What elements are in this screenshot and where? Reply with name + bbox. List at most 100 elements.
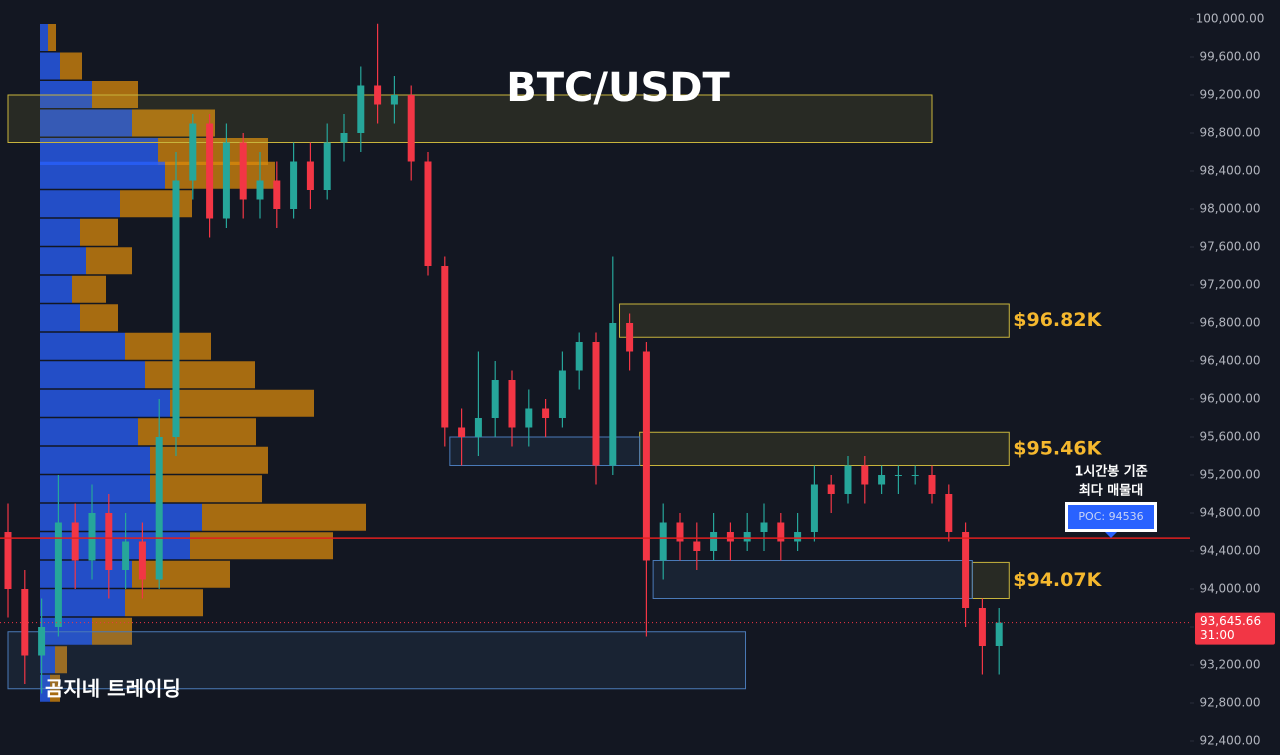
zone	[7, 94, 933, 143]
candle-body	[206, 123, 214, 219]
profile-buy	[40, 24, 48, 51]
candle-body	[390, 95, 398, 105]
zone-label: $94.07K	[1013, 569, 1102, 591]
profile-buy	[40, 361, 145, 389]
profile-buy	[40, 52, 60, 80]
candle-body	[609, 323, 617, 466]
y-tick-label: 97,200.00	[1199, 278, 1260, 292]
last-price-tag	[1195, 612, 1275, 645]
y-tick-label: 92,400.00	[1199, 734, 1260, 748]
candle-body	[760, 522, 768, 532]
candle-body	[726, 532, 734, 542]
candle-body	[642, 351, 650, 561]
profile-sell	[86, 247, 132, 275]
zone	[449, 436, 641, 466]
profile-sell	[150, 475, 262, 503]
y-tick-label: 95,200.00	[1199, 468, 1260, 482]
candle-body	[525, 408, 533, 428]
profile-sell	[132, 560, 230, 588]
profile-sell	[72, 275, 106, 303]
y-tick-label: 96,400.00	[1199, 354, 1260, 368]
poc-label: POC: 94536	[1078, 510, 1143, 523]
profile-buy	[40, 560, 132, 588]
zone	[639, 431, 1010, 466]
profile-buy	[40, 532, 190, 560]
candle-body	[222, 142, 230, 219]
y-tick-label: 94,800.00	[1199, 506, 1260, 520]
candle-body	[794, 532, 802, 542]
candle-body	[441, 266, 449, 428]
profile-sell	[132, 109, 215, 137]
candle-body	[542, 408, 550, 418]
profile-sell	[80, 218, 118, 246]
candle-body	[155, 437, 163, 580]
chart-title: BTC/USDT	[506, 65, 730, 111]
candle-body	[945, 494, 953, 532]
candle-body	[424, 161, 432, 266]
y-tick-label: 94,400.00	[1199, 544, 1260, 558]
profile-buy	[40, 161, 165, 189]
y-tick-label: 98,400.00	[1199, 164, 1260, 178]
candle-body	[374, 85, 382, 105]
profile-buy	[40, 109, 132, 137]
candle-body	[844, 465, 852, 494]
candle-body	[407, 95, 415, 162]
profile-sell	[125, 332, 211, 360]
candle-body	[273, 180, 281, 209]
candle-body	[239, 142, 247, 200]
profile-buy	[40, 332, 125, 360]
candle-body	[508, 380, 516, 428]
candle-body	[928, 475, 936, 494]
profile-buy	[40, 218, 80, 246]
candle-body	[138, 541, 146, 580]
candle-body	[894, 475, 902, 476]
candle-body	[592, 342, 600, 466]
profile-sell	[150, 446, 268, 474]
candle-body	[558, 370, 566, 418]
zone	[652, 560, 973, 599]
candle-body	[777, 522, 785, 542]
y-tick-label: 92,800.00	[1199, 696, 1260, 710]
candle-body	[38, 627, 46, 656]
candle-body	[189, 123, 197, 181]
poc-pointer	[1105, 532, 1117, 538]
candle-body	[474, 418, 482, 437]
candle-body	[290, 161, 298, 209]
poc-inner	[1068, 505, 1154, 529]
zone-label: $95.46K	[1013, 437, 1102, 459]
candle-body	[54, 522, 62, 627]
candle-body	[743, 532, 751, 542]
candle-body	[340, 133, 348, 143]
profile-sell	[202, 503, 366, 531]
candle-body	[491, 380, 499, 418]
profile-buy	[40, 275, 72, 303]
profile-sell	[80, 304, 118, 332]
zone	[971, 561, 1010, 600]
countdown: 31:00	[1200, 628, 1235, 642]
y-tick-label: 96,000.00	[1199, 392, 1260, 406]
profile-sell	[120, 190, 192, 218]
profile-buy	[40, 446, 150, 474]
candle-body	[962, 532, 970, 608]
profile-sell	[55, 646, 67, 674]
candle-body	[4, 532, 12, 589]
y-tick-label: 97,600.00	[1199, 240, 1260, 254]
candle-body	[810, 484, 818, 532]
candle-body	[122, 541, 130, 570]
zone-label: $96.82K	[1013, 309, 1102, 331]
profile-buy	[40, 389, 170, 417]
poc-note: 1시간봉 기준	[1074, 464, 1147, 480]
watermark: 곰지네 트레이딩	[45, 677, 181, 701]
y-tick-label: 95,600.00	[1199, 430, 1260, 444]
y-tick-label: 98,000.00	[1199, 202, 1260, 216]
profile-buy	[40, 503, 202, 531]
candle-body	[995, 622, 1003, 646]
y-tick-label: 100,000.00	[1196, 12, 1265, 26]
y-tick-label: 99,600.00	[1199, 50, 1260, 64]
candle-body	[172, 180, 180, 437]
profile-buy	[40, 247, 86, 275]
profile-buy	[40, 304, 80, 332]
